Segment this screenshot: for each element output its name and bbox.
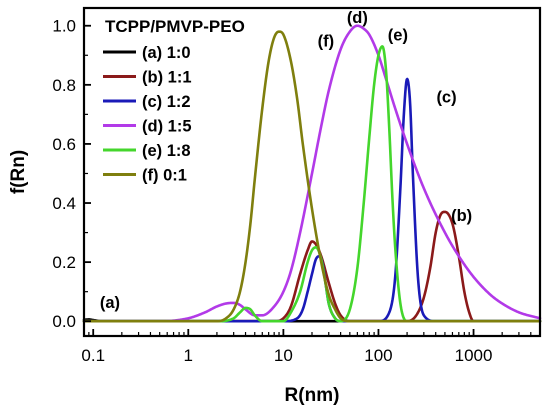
curve-annotations: (a) (b) (c) (d) (e) (f) [100,9,472,312]
y-tick-label: 0.6 [52,135,76,154]
x-tick-label: 1000 [455,346,493,365]
y-tick-label: 0.2 [52,253,76,272]
annotation-label: (e) [388,27,408,45]
x-tick-label: 100 [364,346,392,365]
legend-label: (d) 1:5 [142,118,192,136]
y-axis-title: f(Rn) [8,150,29,194]
legend-label: (c) 1:2 [142,93,191,111]
annotation-label: (b) [451,207,472,225]
legend-label: (f) 0:1 [142,167,187,185]
y-tick-label: 0.0 [52,312,76,331]
legend-label: (a) 1:0 [142,44,191,62]
series-line-c [82,77,542,323]
x-tick-label: 1 [184,346,193,365]
x-axis-title: R(nm) [285,385,340,406]
y-tick-label: 0.4 [52,194,76,213]
y-tick-label: 0.8 [52,76,76,95]
legend-title: TCPP/PMVP-PEO [105,17,245,36]
x-tick-label: 0.1 [81,346,105,365]
legend-label: (b) 1:1 [142,69,192,87]
axis-ticks [83,24,541,336]
series-line-f [82,30,542,323]
annotation-label: (a) [100,294,120,312]
legend-label: (e) 1:8 [142,142,191,160]
x-tick-label: 10 [274,346,293,365]
annotation-label: (c) [436,89,456,107]
legend: TCPP/PMVP-PEO (a) 1:0 (b) 1:1 (c) 1:2 (d) 1… [103,17,245,185]
plot-curves [82,24,542,323]
y-tick-label: 1.0 [52,17,76,36]
series-line-b [82,210,542,323]
axis-tick-labels: 0.1 1 10 100 1000 0.0 0.2 0.4 0.6 0.8 1.0 [52,17,492,365]
annotation-label: (d) [347,9,368,27]
annotation-label: (f) [318,32,334,50]
